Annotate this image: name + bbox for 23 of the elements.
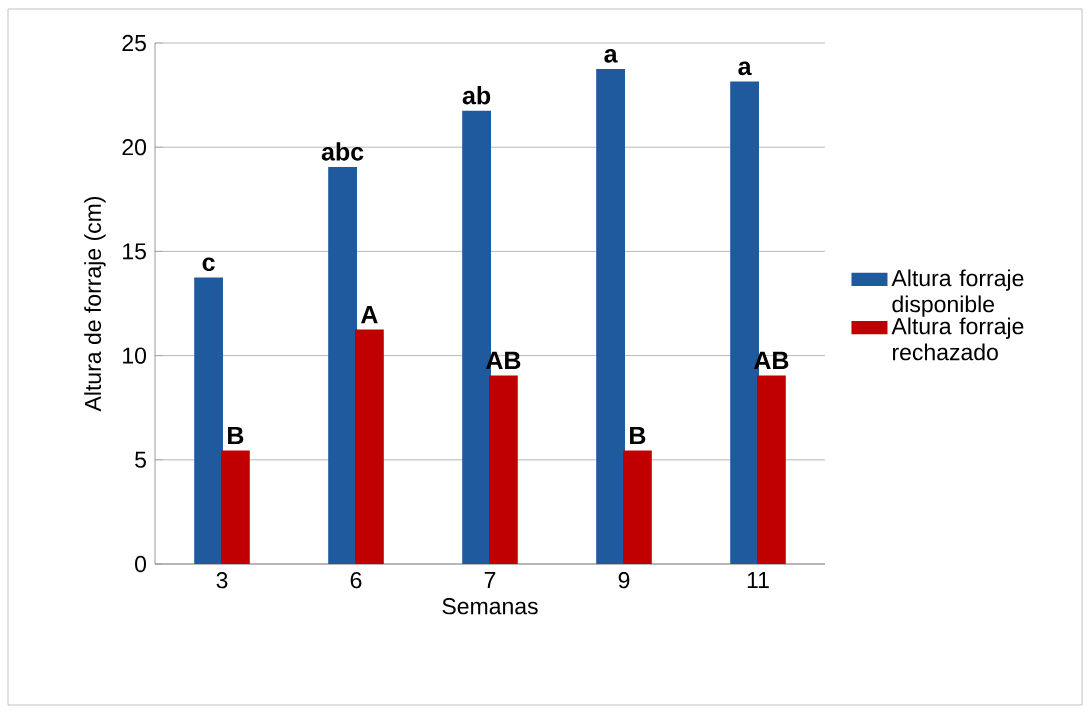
legend-label: Altura forraje disponible bbox=[891, 269, 1024, 317]
x-tick-label: 6 bbox=[350, 572, 362, 589]
y-tick-label: 5 bbox=[135, 451, 146, 468]
data-label: B bbox=[228, 426, 244, 445]
x-axis-title: Semanas bbox=[442, 598, 538, 615]
data-label: B bbox=[630, 426, 646, 445]
data-label: abc bbox=[321, 142, 364, 161]
data-label: c bbox=[202, 257, 215, 272]
y-tick-label: 0 bbox=[135, 555, 147, 573]
x-tick-label: 11 bbox=[747, 572, 769, 588]
legend-label: Altura forraje rechazado bbox=[891, 317, 1024, 361]
y-tick-label: 10 bbox=[123, 347, 147, 364]
data-label: a bbox=[738, 61, 752, 76]
y-tick-label: 25 bbox=[122, 34, 146, 52]
y-tick-label: 15 bbox=[123, 243, 146, 260]
x-tick-label: 7 bbox=[484, 572, 496, 588]
y-tick-label: 20 bbox=[122, 139, 147, 156]
data-label: a bbox=[604, 49, 618, 63]
y-axis-title: Altura de forraje (cm) bbox=[84, 196, 106, 412]
x-tick-label: 3 bbox=[216, 572, 228, 589]
data-label: A bbox=[361, 306, 378, 324]
data-label: ab bbox=[462, 86, 491, 105]
x-tick-label: 9 bbox=[618, 572, 630, 589]
